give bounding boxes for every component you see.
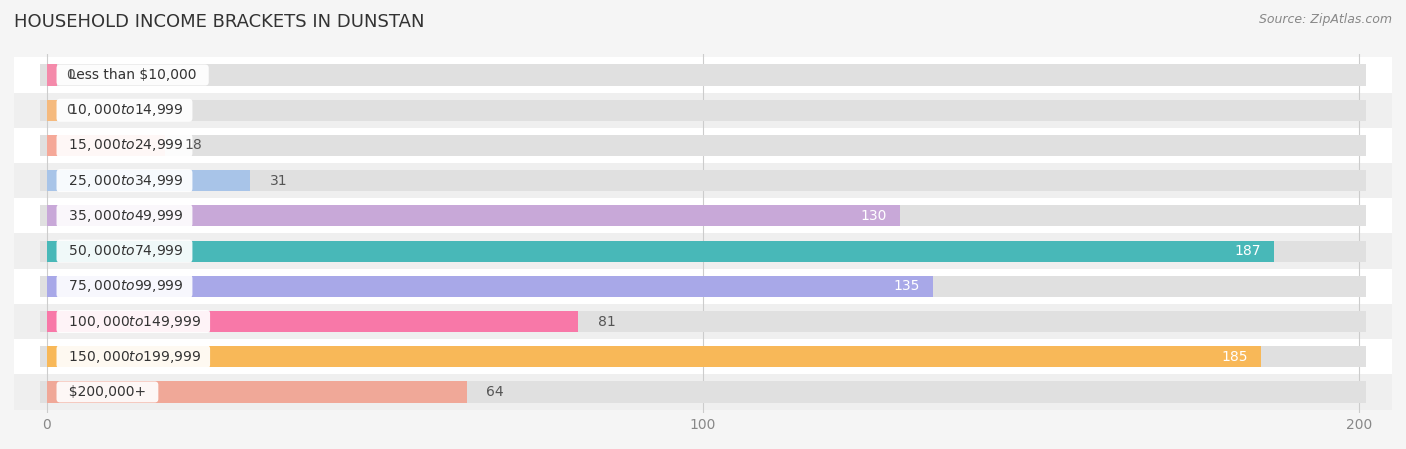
Bar	[46, 346, 1261, 367]
Text: 31: 31	[270, 174, 288, 188]
Text: 135: 135	[893, 279, 920, 293]
Bar	[41, 205, 1365, 226]
Bar	[14, 269, 1392, 304]
Text: 185: 185	[1220, 350, 1247, 364]
Bar	[41, 170, 1365, 191]
Bar	[46, 170, 250, 191]
Bar	[46, 205, 900, 226]
Text: $35,000 to $49,999: $35,000 to $49,999	[60, 208, 188, 224]
Bar	[41, 135, 1365, 156]
Text: 130: 130	[860, 209, 887, 223]
Text: $75,000 to $99,999: $75,000 to $99,999	[60, 278, 188, 294]
Bar	[41, 65, 1365, 86]
Bar	[14, 374, 1392, 409]
Bar	[41, 346, 1365, 367]
Bar	[14, 57, 1392, 92]
Bar	[46, 135, 165, 156]
Text: 0: 0	[66, 68, 76, 82]
Bar	[46, 100, 56, 121]
Text: 64: 64	[486, 385, 505, 399]
Bar	[14, 304, 1392, 339]
Text: $200,000+: $200,000+	[60, 385, 155, 399]
Text: $100,000 to $149,999: $100,000 to $149,999	[60, 313, 207, 330]
Bar	[46, 311, 578, 332]
Bar	[41, 311, 1365, 332]
Bar	[14, 128, 1392, 163]
Text: 81: 81	[598, 314, 616, 329]
Text: $50,000 to $74,999: $50,000 to $74,999	[60, 243, 188, 259]
Text: 0: 0	[66, 103, 76, 117]
Bar	[41, 241, 1365, 262]
Bar	[14, 233, 1392, 269]
Bar	[46, 241, 1274, 262]
Text: $150,000 to $199,999: $150,000 to $199,999	[60, 349, 207, 365]
Bar	[14, 339, 1392, 374]
Text: $10,000 to $14,999: $10,000 to $14,999	[60, 102, 188, 118]
Bar	[41, 276, 1365, 297]
Text: 187: 187	[1234, 244, 1261, 258]
Text: $25,000 to $34,999: $25,000 to $34,999	[60, 173, 188, 189]
Bar	[14, 163, 1392, 198]
Bar	[46, 65, 56, 86]
Text: 18: 18	[184, 138, 202, 153]
Bar	[46, 381, 467, 402]
Bar	[41, 100, 1365, 121]
Text: $15,000 to $24,999: $15,000 to $24,999	[60, 137, 188, 154]
Bar	[14, 198, 1392, 233]
Text: Less than $10,000: Less than $10,000	[60, 68, 205, 82]
Bar	[46, 276, 932, 297]
Bar	[14, 92, 1392, 128]
Bar	[41, 381, 1365, 402]
Text: HOUSEHOLD INCOME BRACKETS IN DUNSTAN: HOUSEHOLD INCOME BRACKETS IN DUNSTAN	[14, 13, 425, 31]
Text: Source: ZipAtlas.com: Source: ZipAtlas.com	[1258, 13, 1392, 26]
